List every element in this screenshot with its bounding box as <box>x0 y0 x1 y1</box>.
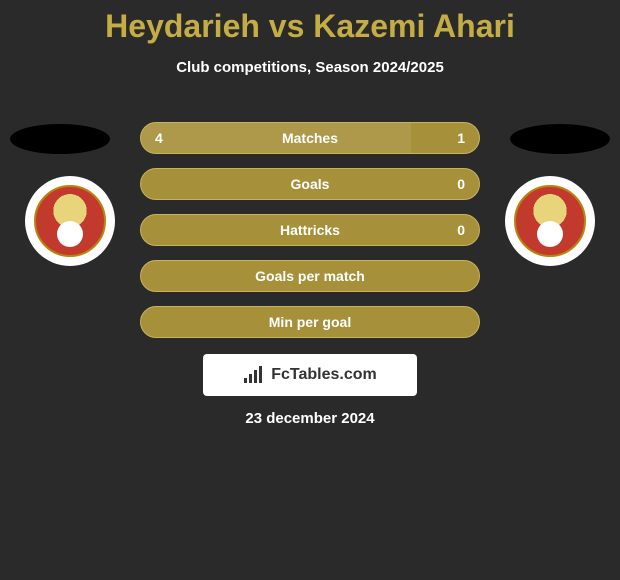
stat-label: Min per goal <box>269 314 351 330</box>
page-title: Heydarieh vs Kazemi Ahari <box>0 0 620 45</box>
stat-bar-min-per-goal: Min per goal <box>140 306 480 338</box>
stat-value-right: 0 <box>457 222 465 238</box>
logo-ball-icon <box>57 221 83 247</box>
bars-icon <box>243 366 265 384</box>
shadow-left <box>10 124 110 154</box>
logo-ball-icon <box>537 221 563 247</box>
stat-value-right: 0 <box>457 176 465 192</box>
stat-label: Hattricks <box>280 222 340 238</box>
stat-label: Goals per match <box>255 268 365 284</box>
stat-label: Goals <box>291 176 330 192</box>
logo-shield-left <box>34 185 106 257</box>
branding-text: FcTables.com <box>271 366 377 384</box>
stat-bar-hattricks: Hattricks 0 <box>140 214 480 246</box>
date-text: 23 december 2024 <box>0 410 620 427</box>
stat-bar-goals: Goals 0 <box>140 168 480 200</box>
bar-fill <box>141 123 411 153</box>
stat-bars: 4 Matches 1 Goals 0 Hattricks 0 Goals pe… <box>140 122 480 352</box>
shadow-right <box>510 124 610 154</box>
stat-value-right: 1 <box>457 130 465 146</box>
branding-badge: FcTables.com <box>203 354 417 396</box>
stat-bar-matches: 4 Matches 1 <box>140 122 480 154</box>
team-logo-left <box>25 176 115 266</box>
stat-value-left: 4 <box>155 130 163 146</box>
logo-shield-right <box>514 185 586 257</box>
subtitle: Club competitions, Season 2024/2025 <box>0 59 620 76</box>
stat-bar-goals-per-match: Goals per match <box>140 260 480 292</box>
team-logo-right <box>505 176 595 266</box>
stats-card: Heydarieh vs Kazemi Ahari Club competiti… <box>0 0 620 580</box>
stat-label: Matches <box>282 130 338 146</box>
